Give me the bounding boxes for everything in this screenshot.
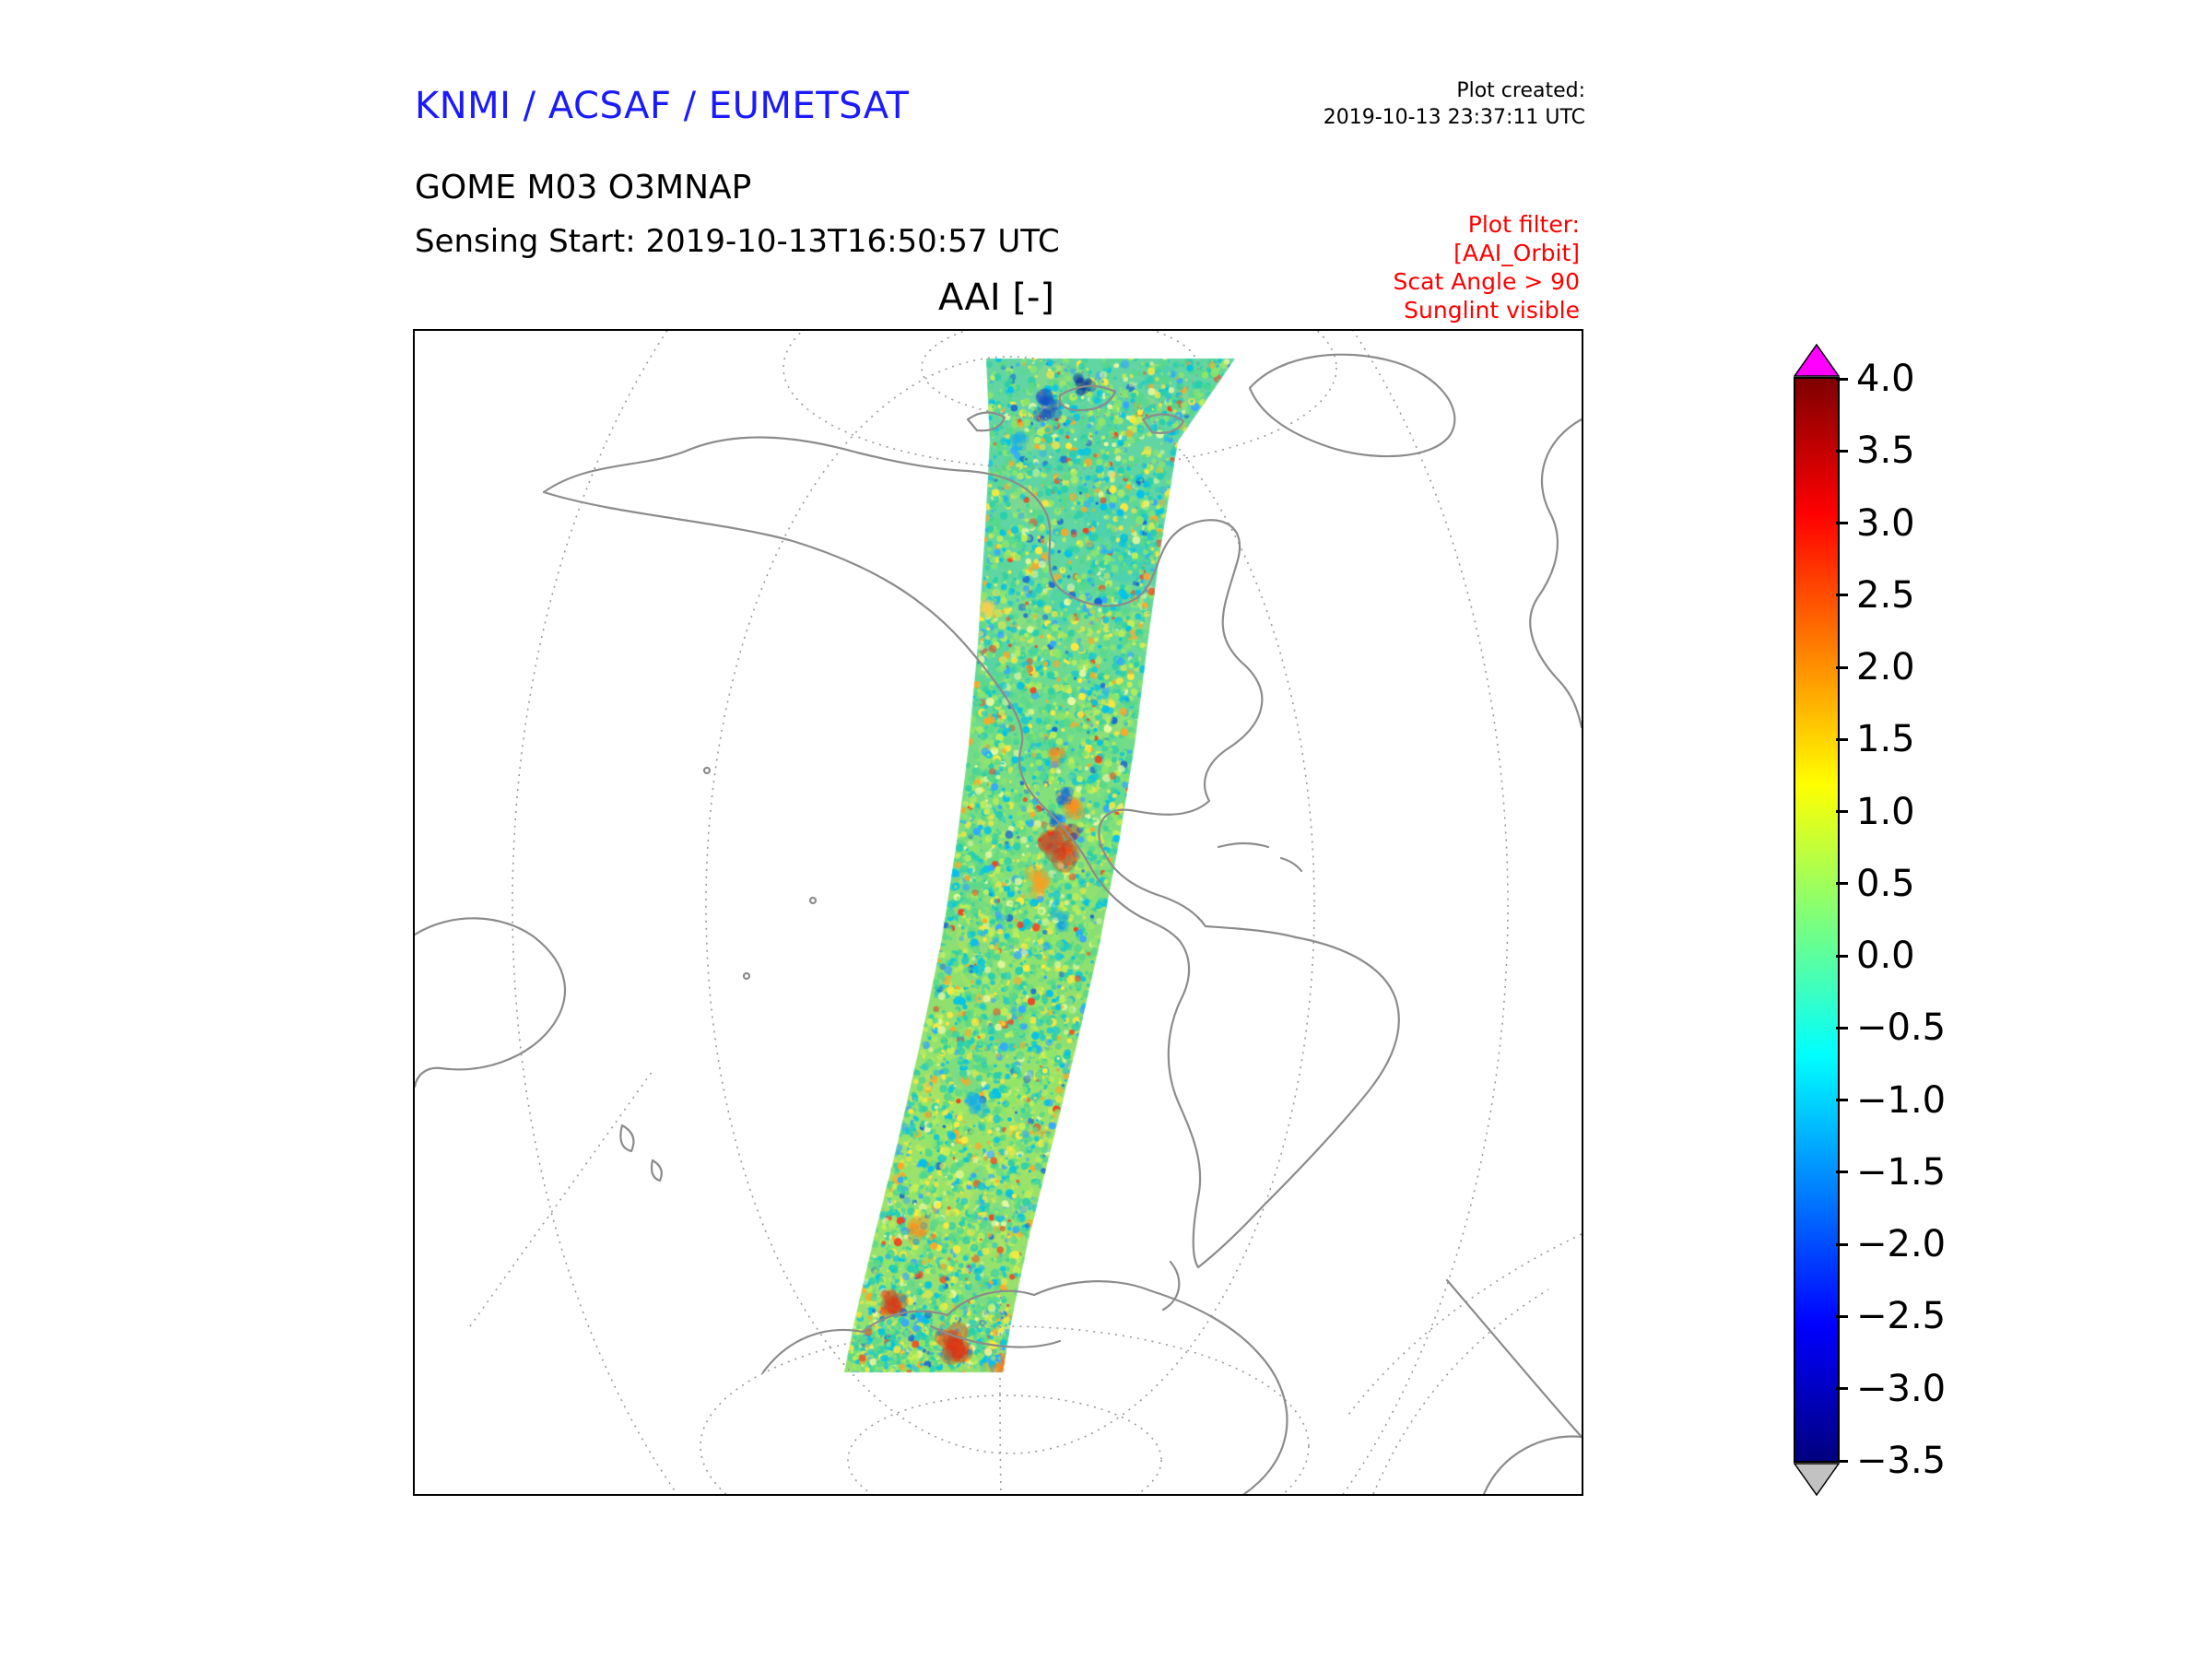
- colorbar-tick: 2.0: [1836, 646, 1915, 688]
- colorbar-tick-label: 1.5: [1856, 718, 1915, 761]
- coastline-islands: [619, 1124, 663, 1182]
- colorbar-tick: −2.5: [1836, 1295, 1946, 1337]
- colorbar-tick: 0.5: [1836, 863, 1915, 905]
- colorbar-tick-label: −2.0: [1856, 1223, 1947, 1266]
- colorbar-tick-label: 0.0: [1856, 935, 1915, 978]
- colorbar-tick-mark: [1836, 1099, 1848, 1102]
- island-dot: [808, 896, 818, 905]
- colorbar-tick-label: 2.0: [1856, 646, 1915, 689]
- plot-filter-block: Plot filter: [AAI_Orbit] Scat Angle > 90…: [1106, 210, 1580, 324]
- colorbar-tick-mark: [1836, 1314, 1848, 1318]
- organization-title: KNMI / ACSAF / EUMETSAT: [415, 85, 910, 127]
- colorbar-tick-label: −3.5: [1856, 1440, 1947, 1482]
- colorbar-tick-mark: [1836, 1242, 1848, 1246]
- coastlines: [415, 353, 1582, 1494]
- island-dot: [702, 766, 712, 775]
- coastline-right-edge: [1529, 418, 1582, 729]
- product-name: GOME M03 O3MNAP: [415, 169, 752, 206]
- colorbar-tick: 0.0: [1836, 935, 1915, 977]
- colorbar-tick: −1.0: [1836, 1079, 1946, 1122]
- swath-canvas: [415, 331, 1582, 1494]
- colorbar-tick: −3.5: [1836, 1440, 1946, 1482]
- colorbar-ticks: 4.0 3.5 3.0 2.5 2.0 1.5 1.0 0.5 0.0 −0.5 −1.0 −1.5 −…: [1795, 358, 1946, 1482]
- colorbar-over-triangle: [1794, 344, 1840, 377]
- colorbar-tick: 1.5: [1836, 718, 1915, 760]
- colorbar-tick-mark: [1836, 594, 1848, 597]
- island-dot: [742, 971, 751, 981]
- colorbar-tick: 2.5: [1836, 574, 1915, 617]
- coastline-antarctica-inner: [929, 1260, 1181, 1348]
- under-range-arrow: [1794, 1463, 1840, 1496]
- colorbar-tick: −2.0: [1836, 1223, 1946, 1265]
- plot-filter-line: Sunglint visible: [1404, 297, 1580, 324]
- plot-filter-line: [AAI_Orbit]: [1453, 240, 1580, 266]
- colorbar-tick-label: 0.5: [1856, 862, 1915, 905]
- sensing-start: Sensing Start: 2019-10-13T16:50:57 UTC: [415, 223, 1060, 260]
- colorbar-tick-mark: [1836, 1026, 1848, 1030]
- plot-created-label: Plot created:: [1456, 79, 1585, 102]
- colorbar-tick-mark: [1836, 882, 1848, 886]
- coastline-bottom-right: [1445, 1278, 1582, 1494]
- colorbar-tick-label: −2.5: [1856, 1295, 1947, 1338]
- world-map-svg: [415, 331, 1582, 1494]
- plot-created-block: Plot created: 2019-10-13 23:37:11 UTC: [1106, 77, 1585, 131]
- colorbar-tick-mark: [1836, 1387, 1848, 1391]
- colorbar-tick: 1.0: [1836, 791, 1915, 833]
- colorbar: 4.0 3.5 3.0 2.5 2.0 1.5 1.0 0.5 0.0 −0.5 −1.0 −1.5 −…: [1794, 344, 1946, 1496]
- colorbar-tick: −0.5: [1836, 1006, 1946, 1049]
- graticule: [469, 331, 1582, 1494]
- colorbar-tick: −3.0: [1836, 1368, 1946, 1410]
- colorbar-tick-label: −1.5: [1856, 1150, 1947, 1194]
- colorbar-tick: −1.5: [1836, 1151, 1946, 1194]
- colorbar-gradient: 4.0 3.5 3.0 2.5 2.0 1.5 1.0 0.5 0.0 −0.5 −1.0 −1.5 −…: [1794, 358, 1946, 1482]
- colorbar-tick-label: 3.5: [1856, 429, 1915, 473]
- colorbar-tick-label: −0.5: [1856, 1006, 1947, 1050]
- colorbar-tick-mark: [1836, 377, 1848, 381]
- coastline-greenland: [1248, 353, 1456, 458]
- over-range-arrow: [1794, 344, 1840, 377]
- plot-title: AAI [-]: [938, 276, 1054, 319]
- colorbar-tick-label: 1.0: [1856, 790, 1915, 833]
- coastline-caribbean: [1217, 841, 1303, 873]
- colorbar-tick-label: 3.0: [1856, 501, 1915, 545]
- map-frame: [413, 329, 1583, 1496]
- colorbar-tick-label: 4.0: [1856, 358, 1915, 400]
- colorbar-tick: 4.0: [1836, 358, 1915, 400]
- colorbar-tick-mark: [1836, 449, 1848, 453]
- colorbar-tick-mark: [1836, 954, 1848, 958]
- coastline-antarctica: [761, 1280, 1288, 1494]
- colorbar-tick-mark: [1836, 665, 1848, 669]
- colorbar-tick-mark: [1836, 522, 1848, 525]
- colorbar-tick-mark: [1836, 737, 1848, 741]
- colorbar-tick-label: −3.0: [1856, 1367, 1947, 1410]
- plot-filter-line: Scat Angle > 90: [1393, 268, 1580, 295]
- coastline-arctic-islands: [966, 384, 1185, 434]
- colorbar-tick-mark: [1836, 1459, 1848, 1463]
- colorbar-tick-mark: [1836, 1171, 1848, 1174]
- coastline-americas: [542, 436, 1400, 1269]
- plot-filter-line: Plot filter:: [1467, 211, 1580, 238]
- plot-created-value: 2019-10-13 23:37:11 UTC: [1323, 106, 1585, 129]
- colorbar-tick-label: −1.0: [1856, 1078, 1947, 1122]
- colorbar-tick-label: 2.5: [1856, 573, 1915, 617]
- colorbar-tick: 3.5: [1836, 429, 1915, 472]
- coastline-left-edge: [415, 917, 567, 1088]
- colorbar-tick: 3.0: [1836, 502, 1915, 545]
- colorbar-tick-mark: [1836, 810, 1848, 814]
- colorbar-under-triangle: [1794, 1463, 1840, 1496]
